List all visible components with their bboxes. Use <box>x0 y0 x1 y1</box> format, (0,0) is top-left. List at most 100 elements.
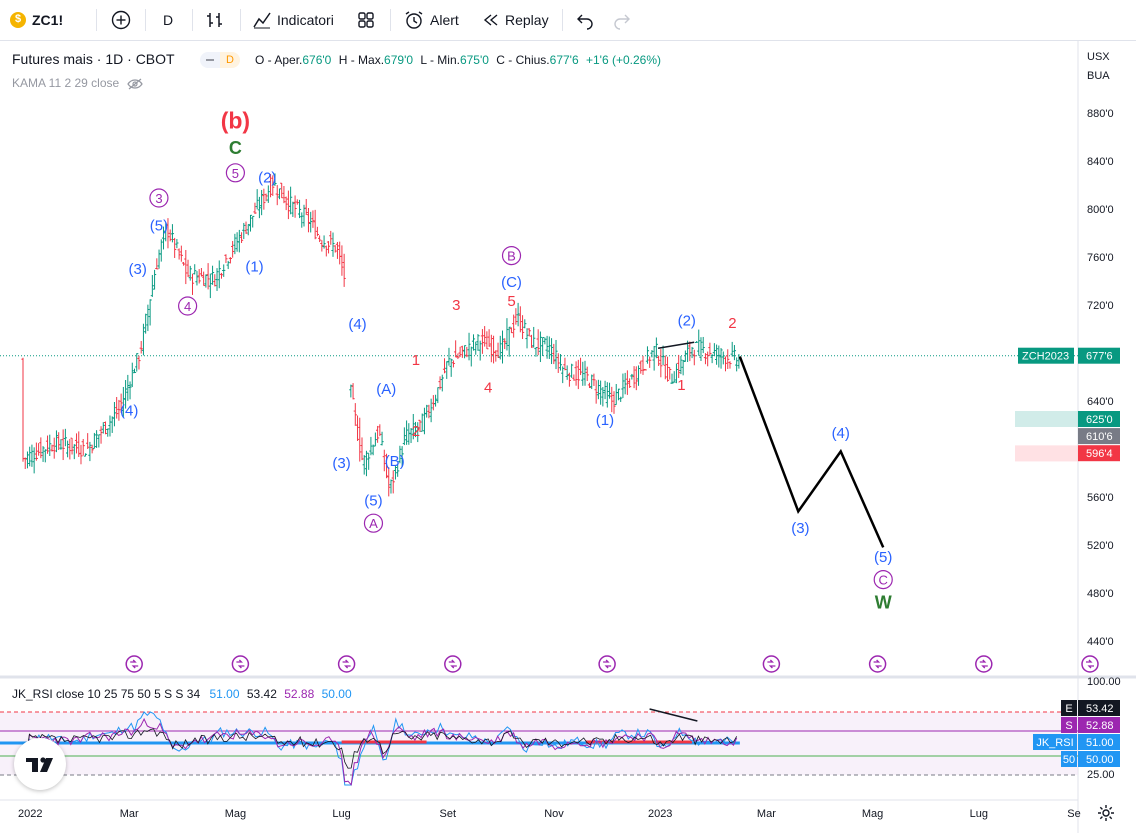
wave-circle <box>501 246 522 266</box>
ohlc-bar <box>45 435 50 454</box>
ohlc-bar <box>320 240 324 252</box>
ohlc-bar <box>717 345 721 368</box>
wave-circle <box>225 163 245 183</box>
ohlc-bar <box>253 202 257 214</box>
wave-label-text: (4) <box>832 425 850 442</box>
ohlc-bar <box>469 346 473 367</box>
ohlc-bars <box>21 173 741 497</box>
rsi-tag-value: 53.42 <box>1086 703 1114 715</box>
ohlc-bar <box>175 239 179 249</box>
ohlc-bar <box>166 218 170 249</box>
chart-type-button[interactable] <box>205 8 225 32</box>
wave-label-text: (2) <box>678 312 696 329</box>
ohlc-bar <box>115 396 119 419</box>
ohlc-bar <box>547 336 551 360</box>
compare-button[interactable] <box>110 8 132 32</box>
ohlc-bar <box>645 346 650 364</box>
price-tick-label: 720'0 <box>1087 300 1114 312</box>
ohlc-bar <box>137 355 141 370</box>
wave-label-text: (5) <box>150 218 168 235</box>
ohlc-bar <box>304 198 308 216</box>
ohlc-bar <box>99 426 103 444</box>
open-label: O - Aper. <box>255 53 303 67</box>
indicators-button[interactable]: Indicatori <box>252 8 334 32</box>
price-tag-box <box>1078 347 1120 364</box>
ohlc-bar <box>694 341 699 344</box>
ohlc-bar <box>362 455 366 475</box>
event-marker <box>125 655 143 673</box>
ohlc-bar <box>567 372 571 387</box>
settings-button[interactable] <box>1096 803 1116 823</box>
alert-button[interactable]: Alert <box>403 8 459 32</box>
event-marker-circle <box>444 655 462 673</box>
symbol-button[interactable]: $ ZC1! <box>10 8 63 32</box>
interval-button[interactable]: D <box>163 8 173 32</box>
ohlc-bar <box>110 416 114 433</box>
event-marker <box>762 655 781 673</box>
ohlc-bar <box>318 235 322 243</box>
price-tick-label: 800'0 <box>1087 204 1114 216</box>
wave-label-text: (C) <box>501 274 522 291</box>
price-tick-label: 440'0 <box>1087 636 1114 648</box>
ohlc-bar <box>378 424 382 437</box>
redo-button[interactable] <box>612 8 632 32</box>
price-chart[interactable]: 880'0840'0800'0760'0720'0680'0640'0600'0… <box>0 41 1136 833</box>
replay-button[interactable]: Replay <box>482 8 549 32</box>
rsi-tag-box <box>1078 751 1120 767</box>
ohlc-bar <box>181 261 186 266</box>
ohlc-bar <box>315 226 319 237</box>
ohlc-bar <box>496 342 500 359</box>
ohlc-bar <box>387 467 391 497</box>
ohlc-bar <box>420 413 424 432</box>
wave-label-text: (B) <box>385 453 405 470</box>
ohlc-bar <box>728 361 732 369</box>
ohlc-bar <box>68 438 72 460</box>
price-tick-label: 760'0 <box>1087 252 1114 264</box>
ohlc-bar <box>121 386 125 418</box>
ohlc-bar <box>732 345 737 361</box>
ohlc-bar <box>306 207 311 233</box>
tv-logo-icon <box>26 757 53 772</box>
wave-circle <box>873 569 893 590</box>
ohlc-bar <box>425 404 429 418</box>
time-tick-label: Mag <box>862 808 883 820</box>
close-label: C - Chius. <box>496 53 550 67</box>
ohlc-bar <box>500 330 505 364</box>
ohlc-bar <box>177 248 181 260</box>
rollover-icon <box>236 659 245 669</box>
wave-label: (3) <box>791 520 809 537</box>
ohlc-bar <box>563 357 567 371</box>
layouts-button[interactable] <box>356 8 376 32</box>
ohlc-bar <box>197 269 201 284</box>
ohlc-bar <box>186 259 190 277</box>
ohlc-bar <box>703 353 708 365</box>
ohlc-bar <box>284 196 288 211</box>
ohlc-bar <box>730 341 734 357</box>
ohlc-bar <box>144 313 148 334</box>
ohlc-bar <box>364 450 369 477</box>
tradingview-logo[interactable] <box>14 738 66 790</box>
eye-hidden-icon[interactable] <box>126 78 143 90</box>
rsi-fast-line <box>22 711 738 786</box>
ohlc-bar <box>326 241 331 254</box>
wave-label-text: (4) <box>120 402 138 419</box>
ohlc-bar <box>489 334 493 363</box>
ohlc-bar <box>373 432 377 447</box>
rsi-tag-box <box>1078 700 1120 716</box>
ohlc-bar <box>21 357 25 462</box>
ohlc-bar <box>440 374 444 392</box>
ohlc-bar <box>213 274 217 287</box>
indicator-legend[interactable]: KAMA 11 2 29 close <box>12 76 143 90</box>
ohlc-bar <box>130 362 134 388</box>
undo-button[interactable] <box>575 8 595 32</box>
wave-label: (C) <box>501 274 522 291</box>
ohlc-bar <box>552 343 556 365</box>
projection-line <box>738 356 885 548</box>
rollover-icon <box>979 659 988 669</box>
ohlc-bar <box>157 249 161 269</box>
ohlc-bar <box>32 447 36 474</box>
ohlc-bar <box>206 263 210 290</box>
ohlc-bar <box>313 209 317 240</box>
ohlc-bar <box>57 432 61 451</box>
ohlc-bar <box>86 433 90 449</box>
